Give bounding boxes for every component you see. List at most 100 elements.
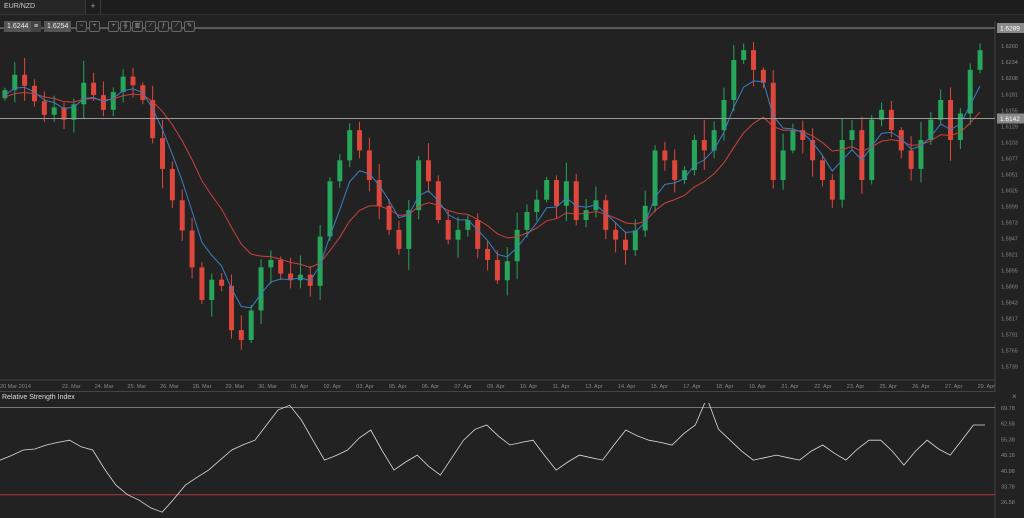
candle-body bbox=[800, 130, 806, 140]
fast-moving-average-line bbox=[4, 80, 981, 309]
candle-body bbox=[2, 90, 8, 99]
x-tick-label: 23. Apr bbox=[847, 384, 865, 390]
draw-tool-icon[interactable]: ⟋ bbox=[171, 21, 182, 32]
x-tick-label: 13. Apr bbox=[585, 384, 603, 390]
candle-body bbox=[288, 273, 294, 281]
bar-chart-icon[interactable]: ▥ bbox=[132, 21, 143, 32]
candle-body bbox=[563, 181, 569, 206]
rsi-tick-label: 62.58 bbox=[1001, 422, 1015, 428]
candle-body bbox=[869, 119, 875, 180]
candle-body bbox=[396, 229, 402, 249]
candle-body bbox=[632, 230, 638, 251]
y-tick-label: 1.6129 bbox=[1001, 124, 1018, 130]
x-tick-label: 01. Apr bbox=[291, 384, 309, 390]
x-tick-label: 25. Mar bbox=[127, 384, 146, 390]
tab-eurnzd[interactable]: EUR/NZD bbox=[0, 0, 86, 14]
candle-body bbox=[957, 113, 963, 140]
candle-body bbox=[544, 180, 550, 200]
candle-body bbox=[209, 279, 215, 300]
candle-body bbox=[41, 101, 47, 115]
price-chart[interactable]: 1.62601.62341.62081.61811.61551.61291.61… bbox=[0, 0, 1024, 392]
candle-body bbox=[898, 130, 904, 151]
x-tick-label: 21. Apr bbox=[781, 384, 799, 390]
candle-body bbox=[406, 210, 412, 249]
rsi-chart[interactable]: 69.78 62.58 55.38 48.18 40.98 33.78 26.58 bbox=[0, 403, 1024, 518]
spread-separator: ≡ bbox=[31, 21, 42, 32]
candle-body bbox=[662, 150, 668, 161]
y-tick-label: 1.5973 bbox=[1001, 220, 1018, 226]
y-tick-label: 1.6051 bbox=[1001, 172, 1018, 178]
x-tick-label: 02. Apr bbox=[324, 384, 342, 390]
candle-body bbox=[879, 109, 885, 120]
candle-body bbox=[534, 199, 540, 212]
x-tick-label: 17. Apr bbox=[683, 384, 701, 390]
line-chart-icon[interactable]: ⟋ bbox=[145, 21, 156, 32]
candle-body bbox=[721, 100, 727, 131]
candle-body bbox=[948, 100, 954, 140]
candle-body bbox=[258, 267, 264, 311]
candle-body bbox=[613, 229, 619, 240]
candle-body bbox=[790, 130, 796, 151]
candle-body bbox=[317, 236, 323, 286]
candle-body bbox=[71, 104, 77, 120]
candle-body bbox=[357, 130, 363, 151]
y-tick-label: 1.5791 bbox=[1001, 332, 1018, 338]
candle-body bbox=[622, 239, 628, 251]
zoom-out-icon[interactable]: − bbox=[76, 21, 87, 32]
x-tick-label: 19. Apr bbox=[749, 384, 767, 390]
candle-body bbox=[51, 107, 57, 115]
candle-body bbox=[711, 130, 717, 151]
y-tick-label: 1.5999 bbox=[1001, 204, 1018, 210]
candle-body bbox=[573, 181, 579, 220]
x-tick-label: 11. Apr bbox=[553, 384, 570, 390]
candle-body bbox=[120, 76, 126, 92]
crosshair-icon[interactable]: + bbox=[108, 21, 119, 32]
y-tick-label: 1.5947 bbox=[1001, 236, 1018, 242]
x-tick-label: 15. Apr bbox=[651, 384, 669, 390]
candle-body bbox=[445, 220, 451, 240]
candle-body bbox=[238, 330, 244, 340]
candle-body bbox=[61, 107, 67, 120]
candle-body bbox=[701, 140, 707, 151]
candle-body bbox=[12, 74, 18, 91]
candle-body bbox=[819, 160, 825, 180]
x-tick-label: 30. Mar bbox=[258, 384, 277, 390]
candle-body bbox=[977, 50, 983, 70]
add-tab-button[interactable]: + bbox=[86, 0, 101, 14]
close-indicator-button[interactable]: × bbox=[1012, 392, 1017, 401]
candle-body bbox=[199, 267, 205, 300]
pencil-icon[interactable]: ✎ bbox=[184, 21, 195, 32]
candle-body bbox=[691, 140, 697, 171]
candle-body bbox=[672, 160, 678, 180]
candle-body bbox=[938, 100, 944, 120]
y-tick-label: 1.6077 bbox=[1001, 156, 1018, 162]
toolbar-divider bbox=[0, 27, 995, 28]
candle-body bbox=[494, 260, 500, 281]
rsi-line bbox=[0, 403, 985, 513]
candle-body bbox=[160, 138, 166, 169]
tab-bar: EUR/NZD + bbox=[0, 0, 1024, 15]
candle-body bbox=[504, 261, 510, 281]
candle-body bbox=[554, 180, 560, 206]
candle-body bbox=[100, 95, 106, 110]
zoom-in-icon[interactable]: + bbox=[89, 21, 100, 32]
candle-body bbox=[248, 310, 254, 340]
y-tick-label: 1.6103 bbox=[1001, 140, 1018, 146]
candle-body bbox=[524, 212, 530, 230]
candle-body bbox=[967, 69, 973, 114]
candle-body bbox=[91, 82, 97, 96]
candle-body bbox=[908, 150, 914, 169]
candle-body bbox=[849, 130, 855, 140]
candlestick-icon[interactable]: ╫ bbox=[120, 21, 131, 32]
y-tick-label: 1.6234 bbox=[1001, 60, 1018, 66]
candle-body bbox=[780, 150, 786, 180]
candle-body bbox=[928, 119, 934, 140]
y-tick-label: 1.5895 bbox=[1001, 268, 1018, 274]
candle-body bbox=[583, 210, 589, 220]
y-tick-label: 1.5869 bbox=[1001, 284, 1018, 290]
bid-price: 1.6244 bbox=[4, 21, 32, 32]
x-tick-label: 26. Mar bbox=[160, 384, 179, 390]
x-tick-label: 06. Apr bbox=[422, 384, 440, 390]
x-tick-label: 27. Apr bbox=[945, 384, 963, 390]
indicator-icon[interactable]: ƒ bbox=[158, 21, 169, 32]
